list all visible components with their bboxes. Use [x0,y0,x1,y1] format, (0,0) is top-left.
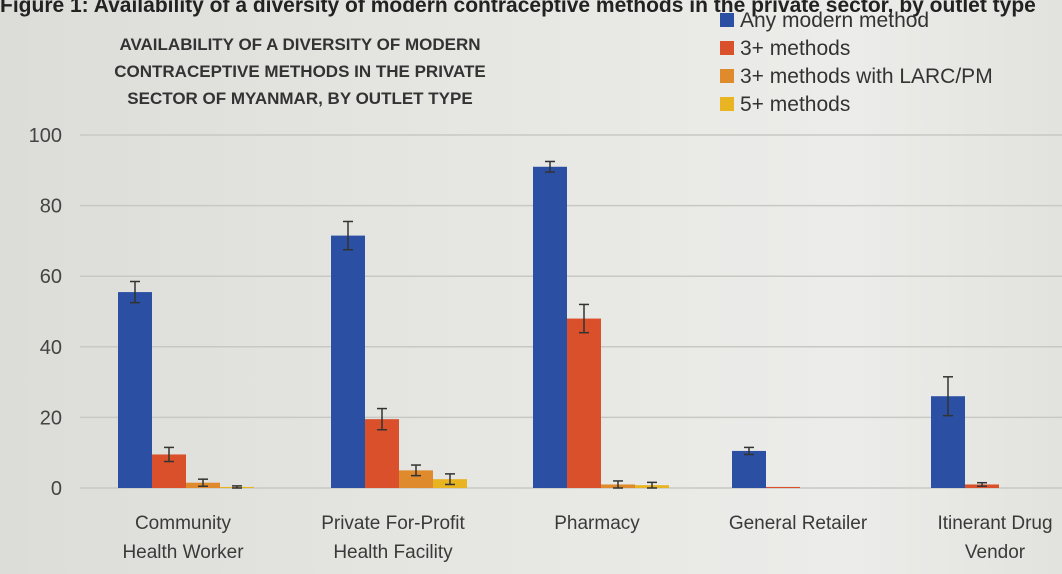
legend-swatch [720,97,734,111]
error-bar [377,407,387,431]
chart-title: AVAILABILITY OF A DIVERSITY OF MODERN CON… [114,35,486,108]
legend: Any modern method 3+ methods 3+ methods wi… [720,9,993,116]
error-bar [579,303,589,334]
category-label: Health Worker [122,542,244,563]
y-tick-label: 80 [40,196,62,218]
error-bar [411,464,421,477]
x-axis: Community Health Worker Private For-Profit… [122,513,1052,563]
error-bar [647,481,657,489]
error-bar [164,446,174,463]
category-label: Pharmacy [554,513,640,534]
error-bar [445,473,455,486]
y-tick-label: 100 [29,125,62,147]
error-bar [232,485,242,489]
bar-any-modern-method-1 [331,235,365,488]
category-label: Vendor [965,542,1026,563]
y-tick-label: 20 [40,407,62,429]
bar-3-methods-1 [365,419,399,488]
category-label: Health Facility [333,542,453,563]
legend-label: 5+ methods [740,93,850,116]
legend-swatch [720,13,734,27]
bar-3-methods-3 [766,486,800,488]
y-axis: 0 20 40 60 80 100 [29,125,62,500]
bar-any-modern-method-3 [732,450,766,488]
figure-caption-strip: Figure 1: Availability of a diversity of… [0,0,1036,17]
bar-3-methods-with-larc-pm-1 [399,470,433,488]
category-label: Community [135,513,232,534]
legend-swatch [720,41,734,55]
chart-title-line: SECTOR OF MYANMAR, BY OUTLET TYPE [127,89,472,108]
category-label: Itinerant Drug [937,513,1052,534]
legend-label: Any modern method [740,9,929,32]
chart-title-line: CONTRACEPTIVE METHODS IN THE PRIVATE [114,62,486,81]
y-tick-label: 0 [51,478,62,500]
error-bar [943,376,953,417]
legend-label: 3+ methods with LARC/PM [740,65,993,88]
error-bar [744,446,754,456]
error-bar [343,220,353,251]
category-label: General Retailer [729,513,868,534]
bar-any-modern-method-0 [118,292,152,488]
legend-swatch [720,69,734,83]
error-bar [545,160,555,173]
y-tick-label: 40 [40,337,62,359]
category-label: Private For-Profit [321,513,465,534]
error-bar [977,481,987,487]
bar-any-modern-method-2 [533,166,567,488]
error-bar [613,480,623,489]
bar-3-methods-2 [567,318,601,488]
chart-title-line: AVAILABILITY OF A DIVERSITY OF MODERN [119,35,480,54]
legend-label: 3+ methods [740,37,850,60]
error-bar [130,280,140,304]
y-tick-label: 60 [40,266,62,288]
bars [118,160,999,489]
error-bar [198,478,208,487]
